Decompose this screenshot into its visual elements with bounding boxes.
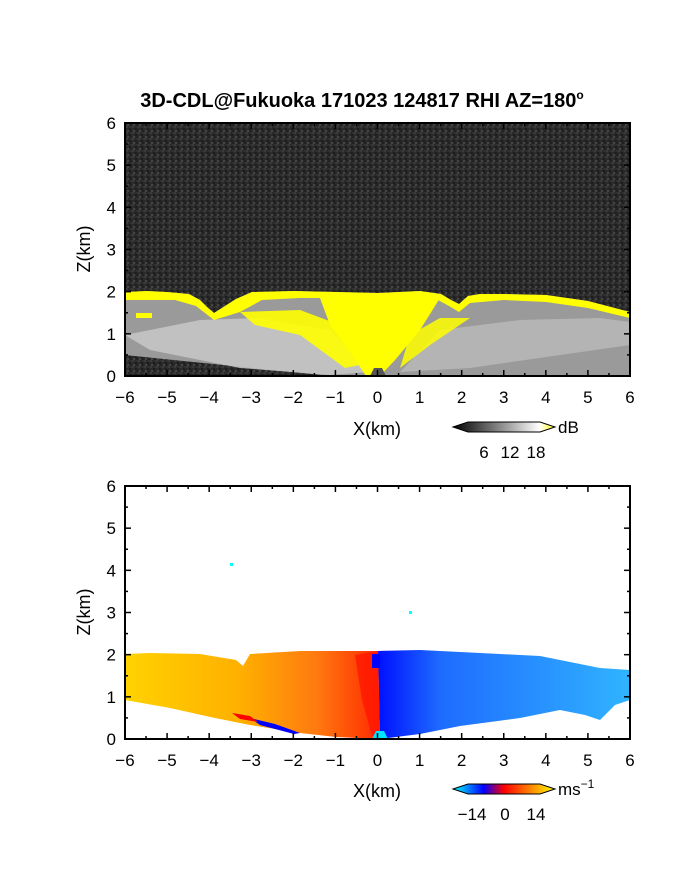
intensity-x-tick-label: −6 [115, 388, 134, 407]
intensity-colorbar-tick: 6 [479, 443, 488, 462]
intensity-x-ticks: −6 −5 −4 −3 −2 −1 0 1 2 3 4 5 6 [115, 123, 635, 407]
intensity-bright-band-right [400, 318, 630, 372]
intensity-colorbar-bar [451, 421, 557, 433]
velocity-y-tick-label: 0 [107, 730, 116, 749]
velocity-x-label: X(km) [353, 781, 401, 801]
intensity-x-tick-label: 6 [625, 388, 634, 407]
velocity-y-tick-label: 4 [107, 561, 116, 580]
intensity-y-label: Z(km) [74, 226, 94, 273]
intensity-x-tick-label: −3 [242, 388, 261, 407]
intensity-y-ticks: 0 1 2 3 4 5 6 [107, 114, 630, 386]
intensity-x-tick-label: 0 [373, 388, 382, 407]
intensity-colorbar: dB 6 12 18 [451, 418, 579, 462]
intensity-x-tick-label: 4 [541, 388, 550, 407]
intensity-yellow-cone [320, 298, 440, 376]
velocity-y-tick-label: 3 [107, 604, 116, 623]
intensity-yellow-top [125, 291, 630, 320]
velocity-fold-blue-left [250, 718, 300, 734]
velocity-cyan-near-radar [372, 731, 388, 739]
intensity-y-tick-label: 2 [107, 283, 116, 302]
intensity-colorbar-tick: 18 [527, 443, 546, 462]
velocity-red-core [355, 651, 380, 739]
velocity-x-tick-label: 6 [625, 751, 634, 770]
velocity-cold-region [378, 650, 630, 739]
velocity-isolated-point [230, 563, 233, 566]
intensity-x-tick-label: −4 [199, 388, 218, 407]
velocity-x-tick-label: 2 [457, 751, 466, 770]
velocity-x-tick-label: 4 [541, 751, 550, 770]
intensity-y-tick-label: 1 [107, 325, 116, 344]
velocity-x-tick-label: 5 [583, 751, 592, 770]
velocity-x-tick-label: −5 [157, 751, 176, 770]
velocity-x-tick-label: 3 [499, 751, 508, 770]
intensity-x-tick-label: −5 [157, 388, 176, 407]
intensity-y-tick-label: 5 [107, 156, 116, 175]
intensity-y-tick-label: 4 [107, 198, 116, 217]
intensity-y-tick-label: 0 [107, 367, 116, 386]
velocity-echo [125, 563, 630, 739]
velocity-y-ticks: 0 1 2 3 4 5 6 [107, 477, 630, 749]
velocity-y-tick-label: 6 [107, 477, 116, 496]
velocity-colorbar-tick: 14 [527, 805, 546, 824]
velocity-fold-red-left [232, 713, 258, 722]
figure-title: 3D-CDL@Fukuoka 171023 124817 RHI AZ=180o [140, 88, 584, 112]
velocity-x-ticks: −6 −5 −4 −3 −2 −1 0 1 2 3 4 5 6 [115, 486, 635, 770]
velocity-colorbar-bar [451, 783, 557, 795]
velocity-x-tick-label: −1 [326, 751, 345, 770]
velocity-x-tick-label: −6 [115, 751, 134, 770]
velocity-x-tick-label: −2 [284, 751, 303, 770]
velocity-colorbar-unit: ms−1 [558, 777, 595, 799]
intensity-echo [125, 291, 630, 376]
intensity-x-tick-label: 5 [583, 388, 592, 407]
velocity-x-tick-label: −3 [242, 751, 261, 770]
intensity-x-tick-label: −1 [326, 388, 345, 407]
intensity-x-tick-label: 1 [415, 388, 424, 407]
intensity-yellow-right-streak [400, 318, 470, 368]
intensity-x-tick-label: 3 [499, 388, 508, 407]
velocity-x-tick-label: −4 [199, 751, 218, 770]
velocity-y-tick-label: 2 [107, 646, 116, 665]
intensity-yellow-left-streak [240, 310, 360, 368]
intensity-x-tick-label: 2 [457, 388, 466, 407]
velocity-warm-region [125, 651, 380, 739]
velocity-x-tick-label: 0 [373, 751, 382, 770]
velocity-y-tick-label: 5 [107, 519, 116, 538]
velocity-y-tick-label: 1 [107, 688, 116, 707]
velocity-colorbar-tick: −14 [458, 805, 487, 824]
velocity-colorbar: ms−1 −14 0 14 [451, 777, 595, 824]
intensity-left-fleck [136, 313, 152, 318]
intensity-colorbar-unit: dB [558, 418, 579, 437]
intensity-x-tick-label: −2 [284, 388, 303, 407]
velocity-colorbar-tick: 0 [500, 805, 509, 824]
intensity-colorbar-tick: 12 [501, 443, 520, 462]
velocity-isolated-point [409, 611, 412, 614]
intensity-y-tick-label: 3 [107, 241, 116, 260]
velocity-y-label: Z(km) [74, 589, 94, 636]
velocity-x-tick-label: 1 [415, 751, 424, 770]
velocity-fold-blue-top [372, 654, 380, 668]
intensity-y-tick-label: 6 [107, 114, 116, 133]
intensity-x-label: X(km) [353, 419, 401, 439]
